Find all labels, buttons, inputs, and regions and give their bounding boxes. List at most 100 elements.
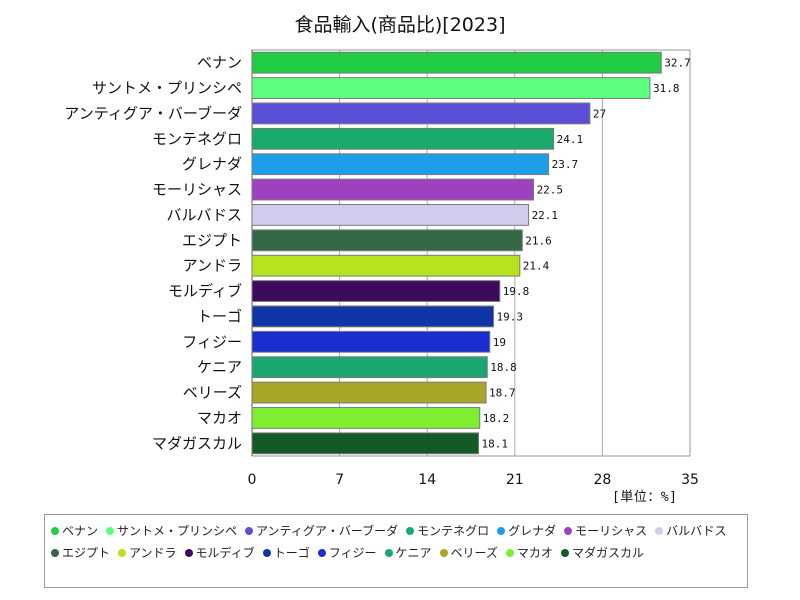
bar <box>251 77 651 99</box>
legend-marker <box>564 527 573 535</box>
legend-marker <box>655 527 664 535</box>
value-label: 32.7 <box>664 57 691 70</box>
category-label: モーリシャス <box>152 181 242 199</box>
bar <box>251 204 530 226</box>
x-tick-label: 35 <box>681 472 699 488</box>
legend-label: ベリーズ <box>450 546 498 560</box>
x-tick-label: 7 <box>335 472 344 488</box>
legend-item: ケニア <box>384 542 432 564</box>
legend-item: サントメ・プリンシペ <box>106 520 237 542</box>
category-label: マダガスカル <box>152 434 242 452</box>
legend-marker <box>505 549 514 557</box>
bar <box>251 407 481 429</box>
x-tick-label: 0 <box>248 472 257 488</box>
legend-label: トーゴ <box>273 546 310 560</box>
legend-label: モルディブ <box>195 546 255 560</box>
bar <box>251 330 491 353</box>
legend-label: マカオ <box>516 546 553 560</box>
legend-label: アンドラ <box>129 546 177 560</box>
x-tick-label: 21 <box>506 472 524 488</box>
bar <box>251 356 488 379</box>
legend-marker <box>406 527 415 535</box>
value-label: 18.1 <box>482 437 509 450</box>
legend-item: エジプト <box>51 542 110 564</box>
legend-item: マダガスカル <box>560 542 644 564</box>
bar <box>251 178 535 201</box>
category-label: アンドラ <box>183 257 242 275</box>
legend-label: サントメ・プリンシペ <box>117 524 238 538</box>
bar <box>251 254 521 277</box>
bar <box>251 432 480 455</box>
legend-item: ベリーズ <box>439 542 498 564</box>
category-label: モルディブ <box>168 282 242 300</box>
value-label: 18.7 <box>489 387 516 400</box>
bar <box>251 51 662 74</box>
legend-item: バルバドス <box>655 520 727 542</box>
legend-label: マダガスカル <box>571 546 644 560</box>
value-label: 18.2 <box>483 412 510 425</box>
legend-marker <box>497 527 506 535</box>
value-label: 19 <box>493 336 506 349</box>
legend-marker <box>245 527 254 535</box>
value-label: 31.8 <box>653 82 680 95</box>
x-tick-label: 28 <box>593 472 611 488</box>
legend-item: モーリシャス <box>564 520 647 542</box>
legend-item: フィジー <box>317 542 377 564</box>
legend-label: ベナン <box>62 524 99 538</box>
legend-marker <box>184 549 193 557</box>
legend-label: グレナダ <box>508 524 557 538</box>
legend-label: バルバドス <box>666 524 727 538</box>
category-label: エジプト <box>182 231 242 249</box>
bars: 32.7 31.8 27 24.1 23.7 22.5 22.1 21.6 21.4 19.8 19… <box>251 51 691 455</box>
category-label: トーゴ <box>197 307 242 325</box>
value-label: 19.3 <box>497 310 524 323</box>
value-label: 18.8 <box>490 361 516 374</box>
category-label: サントメ・プリンシペ <box>92 79 242 97</box>
category-label: ベナン <box>197 54 242 72</box>
category-label: グレナダ <box>182 155 242 173</box>
legend-label: モーリシャス <box>575 524 648 538</box>
unit-label: [単位：%] <box>612 490 678 505</box>
legend-marker <box>118 549 127 557</box>
legend-item: ベナン <box>51 520 98 542</box>
legend-marker <box>262 549 271 557</box>
bar <box>251 153 550 176</box>
value-label: 27 <box>593 107 606 120</box>
legend-item: モルディブ <box>184 542 255 564</box>
legend: ベナン サントメ・プリンシペ アンティグア・バーブーダ モンテネグロ グレナダ モーリシャ… <box>44 514 748 588</box>
bar <box>251 381 487 404</box>
category-label: バルバドス <box>167 206 242 224</box>
legend-item: トーゴ <box>262 542 310 564</box>
legend-label: エジプト <box>62 546 111 560</box>
legend-marker <box>560 549 569 557</box>
category-label: フィジー <box>182 333 242 351</box>
legend-label: フィジー <box>328 546 377 560</box>
legend-item: アンティグア・バーブーダ <box>245 520 398 542</box>
legend-item: マカオ <box>505 542 553 564</box>
bar <box>251 127 555 150</box>
value-label: 24.1 <box>557 133 584 146</box>
legend-marker <box>51 527 59 535</box>
bar <box>251 102 591 125</box>
legend-marker <box>439 549 448 557</box>
value-label: 19.8 <box>503 285 529 298</box>
legend-marker <box>51 549 59 557</box>
legend-marker <box>384 549 393 557</box>
category-labels: ベナンサントメ・プリンシペアンティグア・バーブーダモンテネグログレナダモーリシャ… <box>64 54 242 453</box>
category-label: モンテネグロ <box>152 130 242 148</box>
legend-marker <box>317 549 326 557</box>
legend-item: アンドラ <box>118 542 177 564</box>
bar <box>251 229 523 252</box>
category-label: アンティグア・バーブーダ <box>64 104 242 122</box>
bar <box>251 305 495 328</box>
chart-title: 食品輸入(商品比)[2023] <box>294 14 506 36</box>
value-label: 21.4 <box>523 260 550 273</box>
category-label: ベリーズ <box>183 384 242 402</box>
value-label: 22.5 <box>537 184 564 197</box>
x-axis-ticks: 0 7 14 21 28 35 <box>248 472 699 488</box>
legend-item: モンテネグロ <box>406 520 489 542</box>
x-tick-label: 14 <box>418 472 436 488</box>
bar <box>251 280 501 302</box>
value-label: 21.6 <box>525 234 552 247</box>
